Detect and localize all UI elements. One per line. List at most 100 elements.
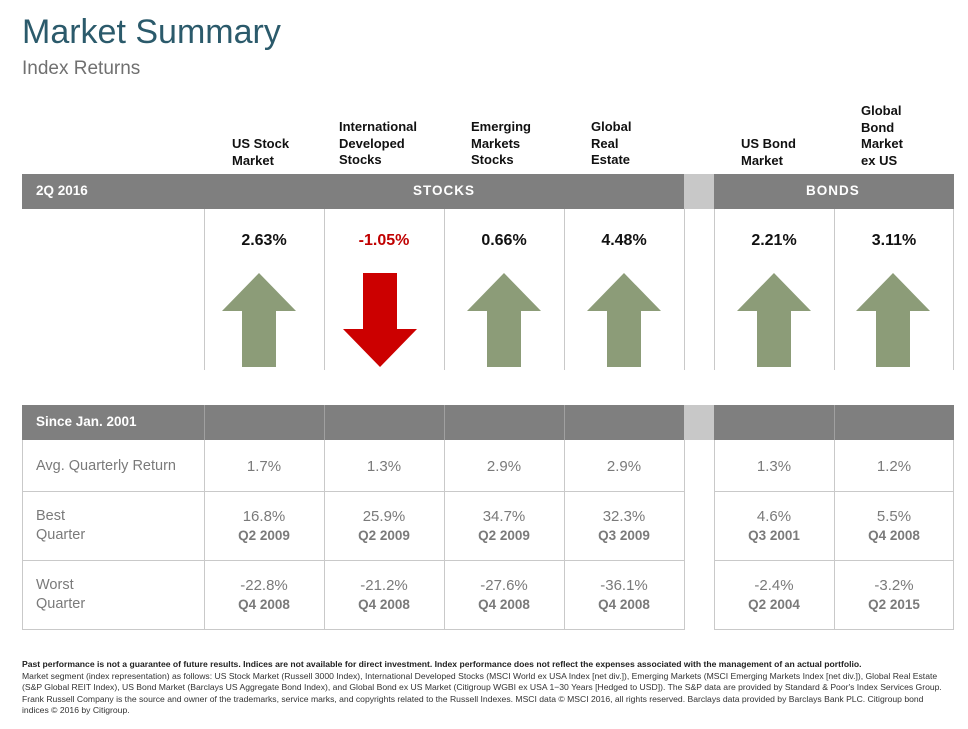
column-header-real-estate: Global Real Estate [591,119,632,167]
worst-value: -27.6% [480,577,528,594]
footnote-disclaimer: Past performance is not a guarantee of f… [22,659,862,669]
footnote-text: Market segment (index representation) as… [22,670,942,716]
avg-global-bond: 1.2% [876,458,912,475]
worst-us-bond: -2.4% Q2 2004 [714,576,834,614]
worst-real-estate: -36.1% Q4 2008 [564,576,684,614]
footnote: Past performance is not a guarantee of f… [22,659,942,717]
best-us-bond: 4.6% Q3 2001 [714,507,834,545]
divider [444,440,445,630]
row-label-best: Best Quarter [36,508,86,543]
divider [953,209,954,370]
since-bar: Since Jan. 2001 [22,405,684,440]
divider [714,560,954,561]
return-real-estate: 4.48% [601,232,647,249]
column-header-intl-developed: International Developed Stocks [339,119,418,167]
row-label-worst: Worst Quarter [36,577,86,612]
worst-intl-developed: -21.2% Q4 2008 [324,576,444,614]
up-arrow-icon [467,273,541,367]
worst-value: -22.8% [240,577,288,594]
best-quarter: Q4 2008 [868,528,920,543]
divider [564,209,565,370]
quarter-bar-bonds: BONDS [714,174,954,209]
worst-quarter: Q4 2008 [598,597,650,612]
column-header-global-bond: Global Bond Market ex US [861,103,903,168]
avg-real-estate: 2.9% [606,458,642,475]
divider [22,629,684,630]
worst-value: -21.2% [360,577,408,594]
worst-emerging: -27.6% Q4 2008 [444,576,564,614]
column-header-us-bond: US Bond Market [741,136,796,168]
up-arrow-icon [587,273,661,367]
divider [714,209,715,370]
quarter-bar-stocks: 2Q 2016 STOCKS [22,174,684,209]
divider [714,629,954,630]
divider [324,440,325,630]
return-intl-developed: -1.05% [358,232,410,249]
best-emerging: 34.7% Q2 2009 [444,507,564,545]
since-label: Since Jan. 2001 [36,414,137,429]
best-quarter: Q2 2009 [478,528,530,543]
avg-emerging: 2.9% [486,458,522,475]
best-us-stock: 16.8% Q2 2009 [204,507,324,545]
since-bar-bonds [714,405,954,440]
best-quarter: Q2 2009 [238,528,290,543]
divider [834,440,835,630]
divider [714,491,954,492]
bonds-label: BONDS [806,183,860,198]
best-quarter: Q3 2001 [748,528,800,543]
divider [444,209,445,370]
up-arrow-icon [737,273,811,367]
divider [324,209,325,370]
return-emerging: 0.66% [481,232,527,249]
divider [684,440,685,630]
worst-quarter: Q4 2008 [478,597,530,612]
divider [204,209,205,370]
down-arrow-icon [343,273,417,367]
divider [22,560,684,561]
worst-value: -2.4% [754,577,794,594]
divider [714,440,715,630]
best-value: 5.5% [876,508,912,525]
divider [953,440,954,630]
worst-quarter: Q4 2008 [238,597,290,612]
page-title: Market Summary [22,13,281,51]
worst-us-stock: -22.8% Q4 2008 [204,576,324,614]
best-value: 4.6% [756,508,792,525]
best-real-estate: 32.3% Q3 2009 [564,507,684,545]
best-intl-developed: 25.9% Q2 2009 [324,507,444,545]
divider [564,440,565,630]
return-us-stock: 2.63% [241,232,287,249]
column-header-emerging: Emerging Markets Stocks [471,119,531,167]
worst-quarter: Q2 2015 [868,597,920,612]
best-value: 34.7% [482,508,526,525]
avg-us-bond: 1.3% [756,458,792,475]
worst-global-bond: -3.2% Q2 2015 [834,576,954,614]
best-value: 32.3% [602,508,646,525]
worst-value: -3.2% [874,577,914,594]
best-quarter: Q3 2009 [598,528,650,543]
divider [22,491,684,492]
row-label-avg: Avg. Quarterly Return [36,458,176,474]
up-arrow-icon [856,273,930,367]
worst-value: -36.1% [600,577,648,594]
column-header-us-stock: US Stock Market [232,136,290,168]
bar-separator [684,174,714,209]
quarter-period: 2Q 2016 [36,183,88,198]
best-global-bond: 5.5% Q4 2008 [834,507,954,545]
divider [22,440,23,630]
return-us-bond: 2.21% [751,232,797,249]
best-value: 16.8% [242,508,286,525]
stocks-label: STOCKS [413,183,476,198]
worst-quarter: Q4 2008 [358,597,410,612]
divider [684,209,685,370]
avg-intl-developed: 1.3% [366,458,402,475]
best-value: 25.9% [362,508,406,525]
bar-separator [684,405,714,440]
return-global-bond: 3.11% [871,232,917,249]
avg-us-stock: 1.7% [246,458,282,475]
divider [204,440,205,630]
best-quarter: Q2 2009 [358,528,410,543]
up-arrow-icon [222,273,296,367]
page-subtitle: Index Returns [22,58,141,79]
worst-quarter: Q2 2004 [748,597,800,612]
